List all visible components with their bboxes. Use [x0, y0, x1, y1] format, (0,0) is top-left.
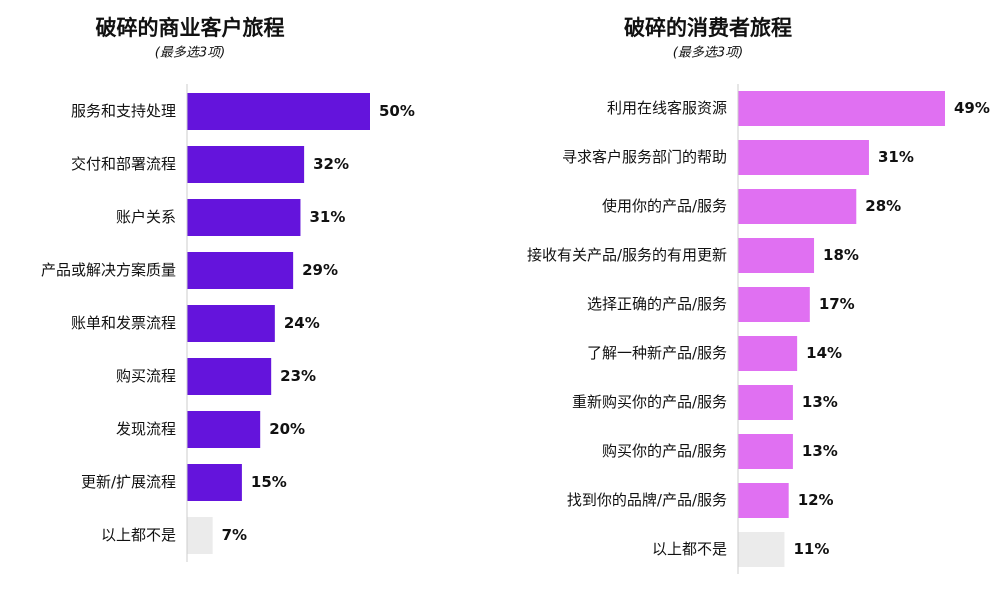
bar: [187, 252, 294, 289]
value-label: 12%: [798, 491, 834, 509]
value-label: 32%: [313, 155, 349, 173]
value-label: 50%: [379, 102, 415, 120]
category-label: 以上都不是: [652, 540, 727, 558]
chart-title: 破碎的消费者旅程: [624, 16, 792, 40]
value-label: 7%: [222, 526, 247, 544]
bar: [187, 517, 213, 554]
chart-subtitle: (最多选3项): [673, 46, 743, 61]
category-label: 利用在线客服资源: [607, 99, 727, 117]
bar: [187, 305, 275, 342]
bar: [738, 91, 945, 126]
bar: [738, 336, 798, 371]
category-label: 账户关系: [116, 208, 176, 226]
category-label: 寻求客户服务部门的帮助: [562, 148, 727, 166]
chart-subtitle: (最多选3项): [155, 46, 225, 61]
category-label: 找到你的品牌/产品/服务: [567, 491, 727, 509]
value-label: 31%: [878, 148, 914, 166]
category-label: 发现流程: [116, 420, 176, 438]
bar: [187, 464, 242, 501]
value-label: 20%: [269, 420, 305, 438]
category-label: 以上都不是: [101, 526, 176, 544]
category-label: 使用你的产品/服务: [602, 197, 727, 215]
value-label: 13%: [802, 393, 838, 411]
value-label: 18%: [823, 246, 859, 264]
value-label: 31%: [309, 208, 345, 226]
bar: [738, 434, 793, 469]
category-label: 产品或解决方案质量: [41, 261, 176, 279]
bar: [738, 532, 785, 567]
bar: [187, 146, 305, 183]
value-label: 23%: [280, 367, 316, 385]
bar: [187, 358, 272, 395]
chart-title: 破碎的商业客户旅程: [96, 16, 285, 40]
category-label: 选择正确的产品/服务: [587, 295, 727, 313]
value-label: 11%: [793, 540, 829, 558]
value-label: 17%: [819, 295, 855, 313]
value-label: 29%: [302, 261, 338, 279]
bar: [738, 385, 793, 420]
value-label: 15%: [251, 473, 287, 491]
value-label: 24%: [284, 314, 320, 332]
category-label: 账单和发票流程: [71, 314, 176, 332]
bar: [187, 411, 261, 448]
bar: [187, 93, 370, 130]
value-label: 14%: [806, 344, 842, 362]
bar: [738, 287, 810, 322]
bar: [738, 483, 789, 518]
category-label: 接收有关产品/服务的有用更新: [527, 246, 727, 264]
category-label: 交付和部署流程: [71, 155, 176, 173]
category-label: 重新购买你的产品/服务: [572, 393, 727, 411]
category-label: 更新/扩展流程: [81, 473, 176, 491]
value-label: 13%: [802, 442, 838, 460]
value-label: 28%: [865, 197, 901, 215]
bar: [738, 189, 857, 224]
category-label: 购买流程: [116, 367, 176, 385]
category-label: 购买你的产品/服务: [602, 442, 727, 460]
bar: [738, 140, 869, 175]
bar: [738, 238, 815, 273]
category-label: 服务和支持处理: [71, 102, 176, 120]
value-label: 49%: [954, 99, 990, 117]
bar: [187, 199, 301, 236]
category-label: 了解一种新产品/服务: [587, 344, 727, 362]
